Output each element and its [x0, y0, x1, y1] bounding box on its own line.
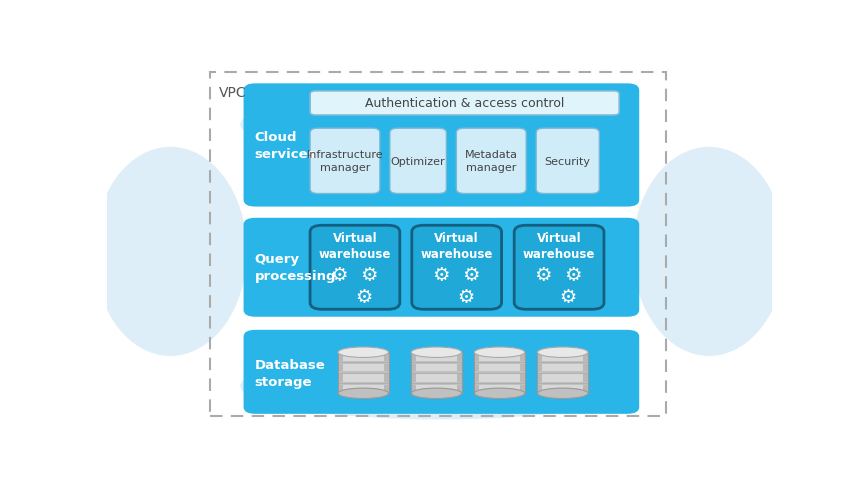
Text: Authentication & access control: Authentication & access control — [365, 97, 565, 110]
Ellipse shape — [474, 388, 525, 399]
Ellipse shape — [632, 148, 786, 356]
FancyBboxPatch shape — [474, 352, 525, 393]
FancyBboxPatch shape — [310, 226, 400, 310]
FancyBboxPatch shape — [338, 352, 342, 393]
Bar — [210, 73, 666, 416]
FancyBboxPatch shape — [244, 84, 639, 207]
Bar — [537, 361, 588, 364]
Bar — [338, 361, 389, 364]
Bar — [537, 382, 588, 385]
FancyBboxPatch shape — [411, 352, 415, 393]
Ellipse shape — [94, 148, 247, 356]
Text: Cloud
services: Cloud services — [255, 130, 317, 160]
FancyBboxPatch shape — [244, 330, 639, 414]
Ellipse shape — [411, 388, 462, 399]
Text: Virtual
warehouse: Virtual warehouse — [523, 232, 595, 261]
FancyBboxPatch shape — [514, 226, 604, 310]
Bar — [411, 382, 462, 385]
Bar — [474, 382, 525, 385]
Text: Optimizer: Optimizer — [390, 156, 445, 166]
Text: ⚙  ⚙
   ⚙: ⚙ ⚙ ⚙ — [331, 265, 378, 306]
Ellipse shape — [411, 348, 462, 358]
Bar — [411, 361, 462, 364]
FancyBboxPatch shape — [537, 352, 542, 393]
FancyBboxPatch shape — [412, 226, 502, 310]
Text: Metadata
manager: Metadata manager — [465, 150, 517, 173]
Bar — [474, 372, 525, 375]
FancyBboxPatch shape — [583, 352, 588, 393]
FancyBboxPatch shape — [310, 129, 380, 194]
FancyBboxPatch shape — [536, 129, 600, 194]
Text: Database
storage: Database storage — [255, 358, 326, 388]
Text: Infrastructure
manager: Infrastructure manager — [306, 150, 384, 173]
Text: Security: Security — [545, 156, 590, 166]
FancyBboxPatch shape — [411, 352, 462, 393]
FancyBboxPatch shape — [310, 91, 619, 116]
Text: ⚙  ⚙
   ⚙: ⚙ ⚙ ⚙ — [433, 265, 480, 306]
Bar — [338, 382, 389, 385]
Text: ⚙  ⚙
   ⚙: ⚙ ⚙ ⚙ — [535, 265, 583, 306]
Ellipse shape — [338, 388, 389, 399]
Text: Virtual
warehouse: Virtual warehouse — [420, 232, 492, 261]
Ellipse shape — [240, 91, 639, 159]
Ellipse shape — [474, 348, 525, 358]
FancyBboxPatch shape — [338, 352, 389, 393]
FancyBboxPatch shape — [474, 352, 479, 393]
FancyBboxPatch shape — [537, 352, 588, 393]
Bar — [537, 372, 588, 375]
Text: Query
processing: Query processing — [255, 253, 336, 283]
FancyBboxPatch shape — [244, 218, 639, 317]
Ellipse shape — [537, 348, 588, 358]
Text: Virtual
warehouse: Virtual warehouse — [319, 232, 391, 261]
FancyBboxPatch shape — [520, 352, 525, 393]
Ellipse shape — [338, 348, 389, 358]
FancyBboxPatch shape — [457, 352, 462, 393]
Bar — [338, 372, 389, 375]
Text: VPC: VPC — [219, 86, 246, 100]
FancyBboxPatch shape — [384, 352, 389, 393]
FancyBboxPatch shape — [390, 129, 446, 194]
Ellipse shape — [537, 388, 588, 399]
FancyBboxPatch shape — [456, 129, 526, 194]
Bar — [474, 361, 525, 364]
Ellipse shape — [240, 352, 639, 420]
Bar — [411, 372, 462, 375]
